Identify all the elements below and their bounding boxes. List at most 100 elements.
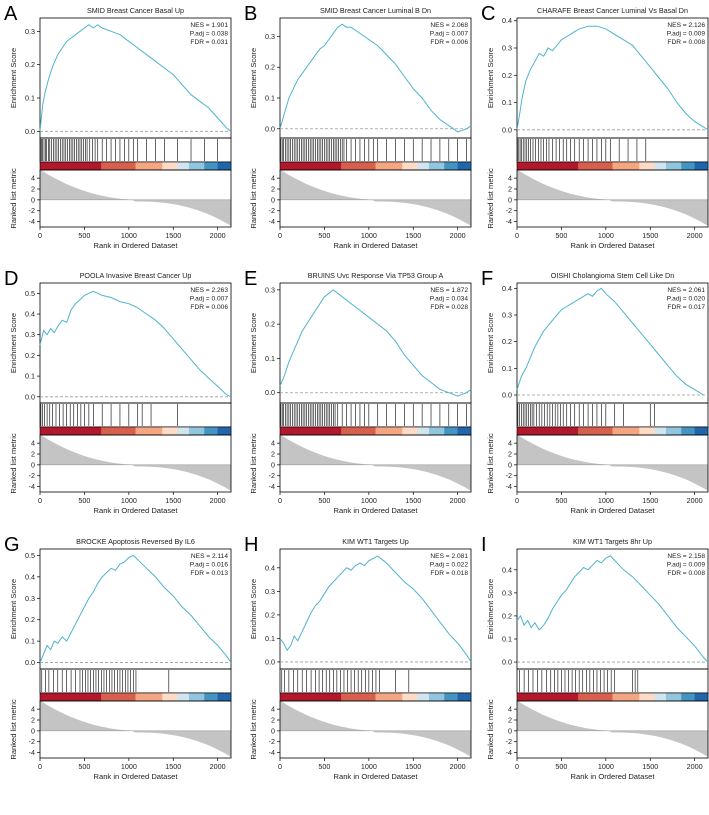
rank-heat-segment [189, 693, 205, 701]
gsea-panel-a: A SMID Breast Cancer Basal Up 0.0 0.1 0.2 0.3… [4, 3, 232, 250]
rank-heat-segment [639, 427, 655, 435]
rank-heat-segment [40, 162, 102, 170]
rank-heat-segment [681, 427, 695, 435]
rank-ylabel: Ranked list metric [9, 433, 18, 494]
padj-value: P.adj = 0.016 [190, 562, 229, 569]
xlabel: Rank in Ordered Dataset [571, 506, 656, 515]
fdr-value: FDR = 0.013 [190, 570, 228, 577]
ranked-metric-area [517, 435, 708, 491]
rank-heat-segment [101, 427, 136, 435]
rank-heat-segment [613, 162, 640, 170]
xtick-label: 2000 [687, 762, 703, 771]
es-ytick-label: 0.3 [502, 44, 512, 53]
rank-ytick-label: 0 [271, 460, 275, 469]
rank-ytick-label: 0 [31, 726, 35, 735]
xtick-label: 1000 [361, 496, 377, 505]
fdr-value: FDR = 0.008 [667, 39, 705, 46]
rank-heat-segment [218, 162, 232, 170]
rank-ytick-label: 0 [271, 726, 275, 735]
xtick-label: 1500 [405, 231, 421, 240]
panel-title: BRUINS Uvc Response Via TP53 Group A [308, 271, 444, 280]
rank-ytick-label: -2 [269, 206, 275, 215]
rank-heat-segment [444, 693, 458, 701]
rank-heat-segment [341, 427, 376, 435]
ranked-metric-area [517, 701, 708, 757]
xtick-label: 0 [38, 762, 42, 771]
xtick-label: 1000 [598, 762, 614, 771]
es-ytick-label: 0.1 [25, 372, 35, 381]
es-ytick-label: 0.1 [502, 635, 512, 644]
xtick-label: 1500 [165, 496, 181, 505]
rank-heat-segment [666, 427, 682, 435]
es-ytick-label: 0.0 [502, 658, 512, 667]
fdr-value: FDR = 0.018 [430, 570, 468, 577]
panel-title: KIM WT1 Targets 8hr Up [573, 537, 652, 546]
rank-heat-segment [101, 693, 136, 701]
xtick-label: 500 [318, 762, 330, 771]
panel-title: CHARAFE Breast Cancer Luminal Vs Basal D… [537, 6, 688, 15]
gsea-panel-d: D POOLA Invasive Breast Cancer Up0.00.10.… [4, 268, 232, 515]
es-ytick-label: 0.1 [265, 94, 275, 103]
xtick-label: 2000 [210, 496, 226, 505]
rank-heat-segment [418, 162, 430, 170]
rank-ylabel: Ranked list metric [486, 699, 495, 760]
panel-letter: E [244, 268, 257, 290]
rank-ytick-label: 0 [271, 195, 275, 204]
es-ylabel: Enrichment Score [486, 313, 495, 373]
rank-ytick-label: 2 [271, 450, 275, 459]
hits-frame [40, 138, 231, 162]
rank-heat-segment [517, 162, 579, 170]
rank-heat-segment [681, 693, 695, 701]
es-ylabel: Enrichment Score [486, 579, 495, 639]
rank-ytick-label: 4 [271, 705, 275, 714]
hits-frame [517, 138, 708, 162]
rank-heat-segment [162, 693, 178, 701]
padj-value: P.adj = 0.009 [667, 562, 706, 569]
rank-heat-segment [376, 162, 403, 170]
es-ytick-label: 0.3 [265, 285, 275, 294]
es-ytick-label: 0.3 [502, 311, 512, 320]
nes-value: NES = 2.263 [190, 287, 228, 294]
rank-ytick-label: 2 [31, 450, 35, 459]
rank-ytick-label: 4 [508, 174, 512, 183]
hits-frame [40, 669, 231, 693]
rank-ytick-label: -2 [269, 737, 275, 746]
nes-value: NES = 2.158 [667, 553, 705, 560]
es-ytick-label: 0.4 [25, 310, 35, 319]
fdr-value: FDR = 0.017 [667, 304, 705, 311]
fdr-value: FDR = 0.031 [190, 39, 228, 46]
rank-heat-segment [578, 693, 613, 701]
es-ytick-label: 0.0 [25, 658, 35, 667]
xtick-label: 0 [38, 231, 42, 240]
xtick-label: 2000 [210, 231, 226, 240]
rank-heat-segment [178, 427, 190, 435]
rank-heat-segment [376, 693, 403, 701]
es-ylabel: Enrichment Score [9, 48, 18, 108]
nes-value: NES = 2.114 [191, 553, 228, 560]
xlabel: Rank in Ordered Dataset [94, 241, 179, 250]
rank-ytick-label: 4 [31, 174, 35, 183]
ranked-metric-area [40, 170, 231, 226]
nes-value: NES = 2.081 [430, 553, 468, 560]
hits-frame [40, 403, 231, 427]
es-ytick-label: 0.1 [25, 94, 35, 103]
xtick-label: 500 [78, 496, 90, 505]
rank-ytick-label: 2 [508, 450, 512, 459]
xlabel: Rank in Ordered Dataset [334, 506, 419, 515]
padj-value: P.adj = 0.038 [190, 31, 229, 38]
panel-title: POOLA Invasive Breast Cancer Up [80, 271, 192, 280]
rank-ytick-label: -4 [29, 748, 35, 757]
gsea-panel-f: F OISHI Cholangioma Stem Cell Like Dn0.00… [481, 268, 709, 515]
ranked-metric-area [40, 701, 231, 757]
rank-ytick-label: 2 [508, 716, 512, 725]
rank-heat-segment [517, 427, 579, 435]
rank-heat-segment [695, 162, 709, 170]
rank-heat-segment [40, 427, 102, 435]
rank-heat-segment [418, 693, 430, 701]
rank-heat-segment [341, 693, 376, 701]
nes-value: NES = 1.901 [190, 22, 228, 29]
panel-title: SMID Breast Cancer Basal Up [87, 6, 184, 15]
rank-heat-segment [666, 693, 682, 701]
rank-ylabel: Ranked list metric [249, 699, 258, 760]
